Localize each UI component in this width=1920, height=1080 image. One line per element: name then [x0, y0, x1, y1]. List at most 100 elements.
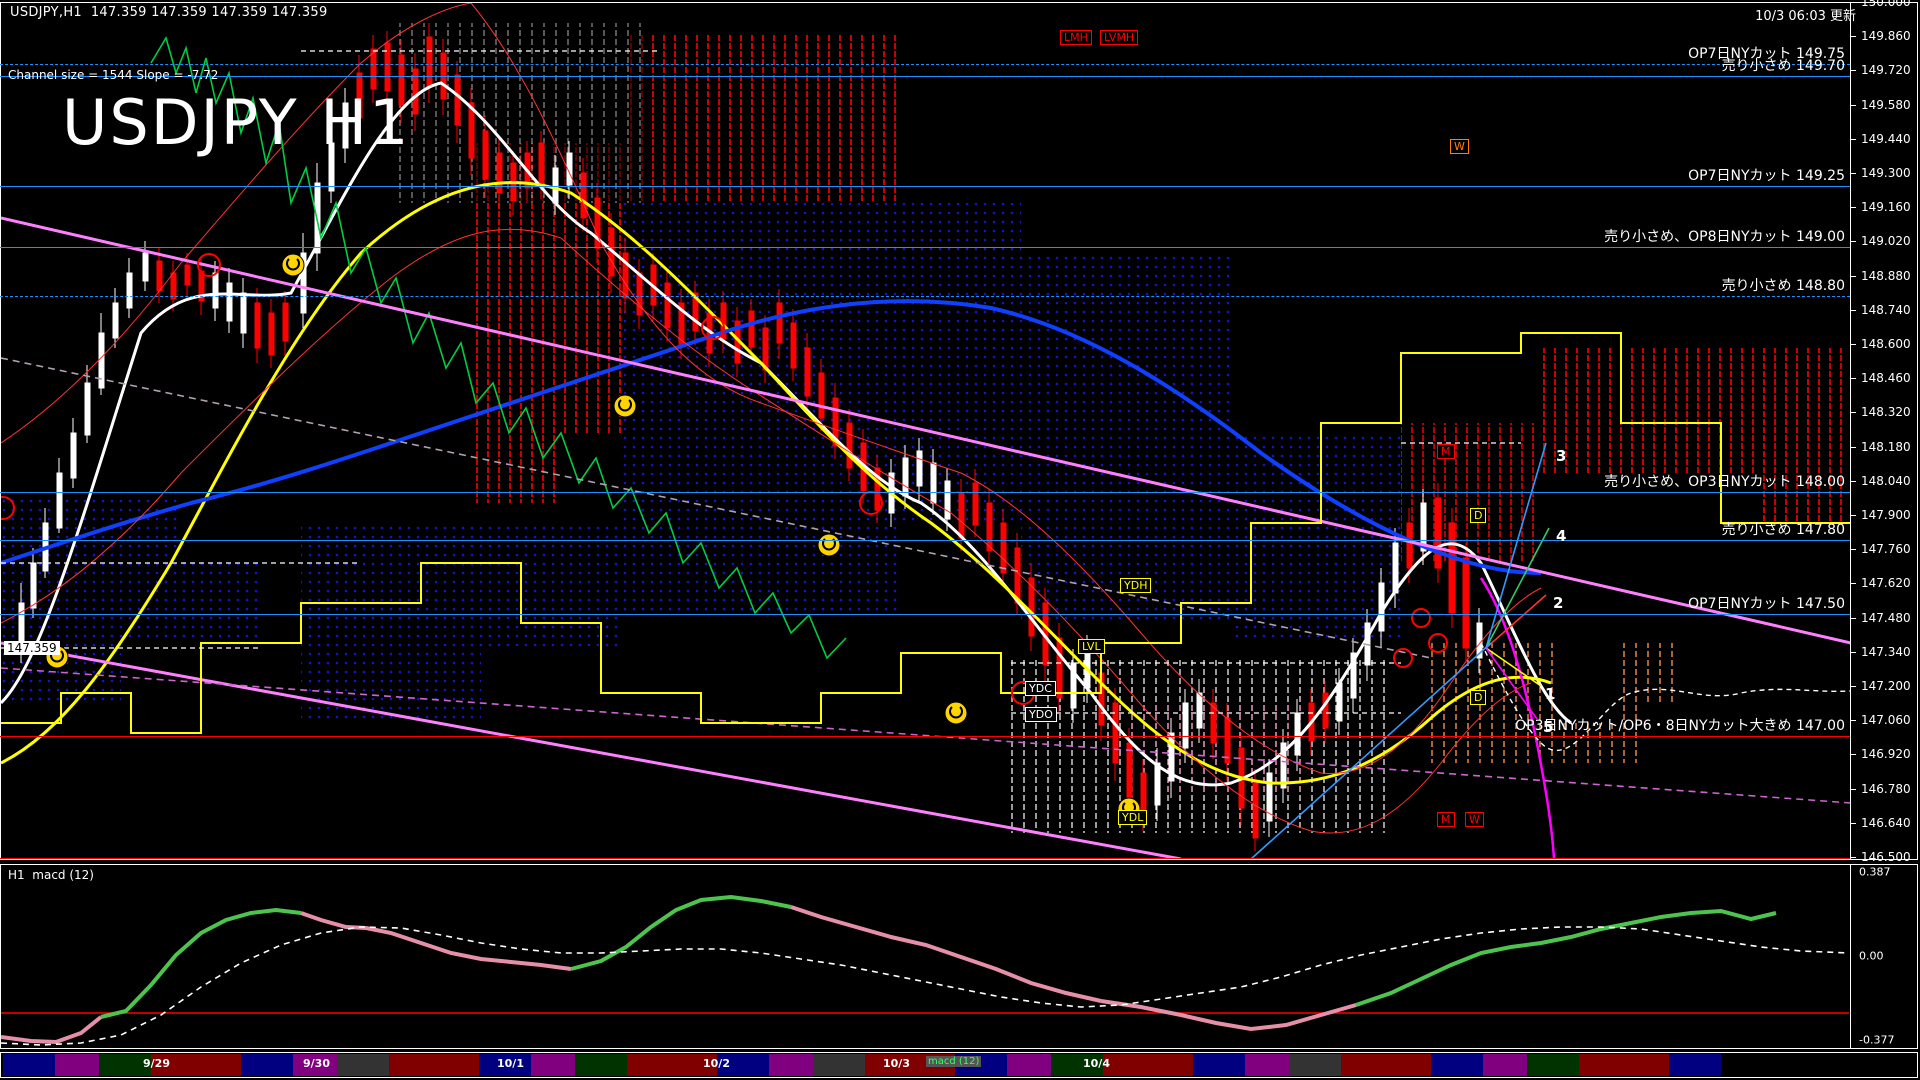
price-tick-label: 148.040: [1861, 473, 1911, 488]
time-axis-label: 9/29: [143, 1057, 170, 1070]
macd-indicator-label: H1 macd (12): [8, 868, 94, 882]
price-level-label: OP7日NYカット 149.25: [1688, 168, 1845, 185]
price-tick: [1851, 378, 1856, 380]
time-axis-label: 9/30: [303, 1057, 330, 1070]
macd-window-chip[interactable]: macd (12): [926, 1056, 982, 1067]
price-tick-label: 147.060: [1861, 713, 1911, 728]
time-session-block: [3, 1054, 55, 1076]
price-tick: [1851, 344, 1856, 345]
chart-object-tag[interactable]: LMH: [1060, 30, 1092, 45]
chart-object-tag[interactable]: YDL: [1118, 810, 1148, 825]
chart-object-tag[interactable]: M: [1437, 444, 1455, 459]
macd-scale[interactable]: 0.387 0.00 -0.377: [1850, 864, 1920, 1049]
price-level-label: 売り小さめ、OP8日NYカット 149.00: [1604, 229, 1845, 246]
macd-pane: [0, 864, 1918, 1049]
symbol-quote: USDJPY,H1 147.359 147.359 147.359 147.35…: [10, 5, 328, 20]
time-axis-label: 10/2: [703, 1057, 730, 1070]
price-tick-label: 149.720: [1861, 63, 1911, 78]
macd-tick-label: 0.00: [1859, 949, 1884, 963]
price-level-line[interactable]: [0, 64, 1850, 66]
price-tick-label: 149.580: [1861, 97, 1911, 112]
time-axis-label: 10/3: [883, 1057, 910, 1070]
price-level-line[interactable]: [0, 76, 1850, 78]
time-session-block: [717, 1054, 769, 1076]
price-tick-label: 148.180: [1861, 439, 1911, 454]
fan-line-label: 5: [1543, 718, 1554, 736]
time-session-block: [627, 1054, 717, 1076]
time-session-block: [99, 1054, 151, 1076]
price-tick-label: 146.500: [1861, 850, 1911, 864]
price-tick-label: 149.440: [1861, 131, 1911, 146]
price-level-line[interactable]: [0, 296, 1850, 298]
time-session-block: [1193, 1054, 1245, 1076]
price-level-label: OP7日NYカット 149.75: [1688, 46, 1845, 63]
fan-line-label: 4: [1556, 527, 1567, 545]
price-tick: [1851, 617, 1856, 619]
chart-object-tag[interactable]: LVMH: [1100, 30, 1139, 45]
time-session-block: [1341, 1054, 1431, 1076]
price-level-line[interactable]: [0, 735, 1850, 737]
time-session-block: [1051, 1054, 1103, 1076]
time-session-block: [1483, 1054, 1527, 1076]
price-tick: [1851, 446, 1856, 448]
price-tick-label: 149.020: [1861, 234, 1911, 249]
chart-object-tag[interactable]: M: [1437, 812, 1455, 827]
price-tick-label: 146.640: [1861, 815, 1911, 830]
macd-plot: [1, 894, 1849, 1046]
price-tick-label: 149.300: [1861, 166, 1911, 180]
price-tick: [1851, 686, 1856, 687]
price-tick: [1851, 480, 1856, 482]
price-level-label: 売り小さめ、OP3日NYカット 148.00: [1604, 473, 1845, 490]
chart-object-tag[interactable]: YDH: [1120, 578, 1152, 593]
price-tick-label: 148.460: [1861, 371, 1911, 386]
price-tick-label: 148.740: [1861, 302, 1911, 317]
price-level-label: 売り小さめ 148.80: [1721, 278, 1845, 295]
price-scale[interactable]: 150.000 149.860 149.720 149.580 149.440 149.3…: [1850, 0, 1920, 864]
time-session-block: [1527, 1054, 1579, 1076]
time-session-block: [1431, 1054, 1483, 1076]
time-axis-label: 10/4: [1083, 1057, 1110, 1070]
price-tick-label: 147.340: [1861, 644, 1911, 659]
price-tick: [1851, 857, 1856, 858]
chart-object-tag[interactable]: D: [1470, 508, 1487, 523]
chart-object-tag[interactable]: LVL: [1078, 639, 1105, 654]
fan-line-label: 3: [1556, 447, 1567, 465]
chart-object-tag[interactable]: YDC: [1025, 681, 1056, 696]
price-tick-label: 146.920: [1861, 747, 1911, 762]
time-axis-label: 10/1: [497, 1057, 524, 1070]
price-level-line[interactable]: [0, 858, 1850, 859]
price-tick: [1851, 138, 1856, 140]
time-session-block: [241, 1054, 293, 1076]
price-plot: [1, 3, 1851, 859]
price-level-line[interactable]: [0, 491, 1850, 493]
time-session-block: [1007, 1054, 1051, 1076]
chart-object-tag[interactable]: W: [1450, 139, 1469, 154]
chart-object-tag[interactable]: D: [1470, 690, 1487, 705]
price-level-label: OP7日NYカット 147.50: [1688, 595, 1845, 612]
price-tick-label: 148.600: [1861, 337, 1911, 351]
time-session-block: [337, 1054, 389, 1076]
price-level-line[interactable]: [0, 247, 1850, 249]
price-tick-label: 147.760: [1861, 542, 1911, 557]
price-tick: [1851, 583, 1856, 585]
price-tick: [1851, 822, 1856, 824]
time-scale[interactable]: 9/29 9/30 10/1 10/2 10/3 10/4 macd (12): [0, 1052, 1918, 1078]
price-tick: [1851, 104, 1856, 106]
price-tick-label: 149.160: [1861, 200, 1911, 215]
price-tick: [1851, 515, 1856, 516]
chart-object-tag[interactable]: W: [1465, 812, 1484, 827]
price-level-line[interactable]: [0, 186, 1850, 188]
price-tick-label: 147.480: [1861, 610, 1911, 625]
price-level-line[interactable]: [0, 613, 1850, 615]
price-tick: [1851, 309, 1856, 311]
price-level-line[interactable]: [0, 540, 1850, 542]
chart-object-tag[interactable]: YDO: [1025, 707, 1057, 722]
price-tick: [1851, 788, 1856, 790]
price-tick-label: 147.900: [1861, 508, 1911, 522]
price-tick: [1851, 754, 1856, 756]
price-tick-label: 147.620: [1861, 576, 1911, 591]
price-tick: [1851, 651, 1856, 653]
time-session-block: [769, 1054, 813, 1076]
price-tick: [1851, 70, 1856, 72]
time-session-block: [55, 1054, 99, 1076]
